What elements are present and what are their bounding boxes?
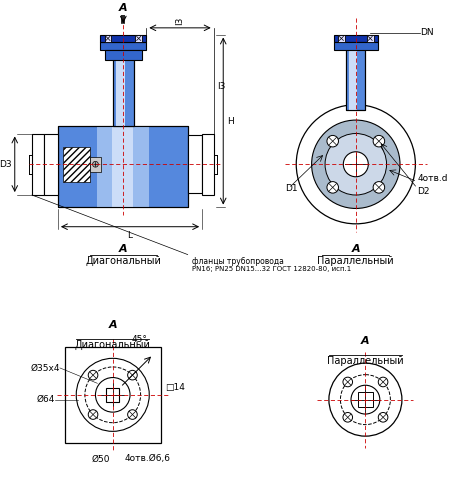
Bar [89,157,101,172]
Circle shape [92,162,98,167]
Circle shape [377,412,387,422]
Text: Ø50: Ø50 [92,454,110,464]
Bar [366,35,373,42]
Circle shape [326,182,338,193]
Text: l3: l3 [217,82,226,91]
Text: DN: DN [419,28,433,37]
Bar [115,50,125,126]
Bar [112,50,133,126]
Circle shape [326,135,338,147]
Bar [64,347,161,443]
Circle shape [377,377,387,387]
Text: A: A [108,320,117,329]
Bar [32,134,43,195]
Bar [106,388,119,402]
Text: A: A [360,336,369,346]
Bar [100,35,146,42]
Bar [104,35,111,42]
Text: 45°: 45° [131,335,147,344]
Text: 4отв.d: 4отв.d [416,174,447,183]
Circle shape [88,410,97,419]
Bar [100,42,146,50]
Text: Диагональный: Диагональный [75,340,150,350]
Circle shape [295,105,414,224]
Text: A: A [119,3,127,14]
Bar [333,42,377,50]
Text: Диагональный: Диагональный [85,256,161,265]
Text: L: L [127,230,132,240]
Circle shape [373,182,384,193]
Bar [58,126,187,207]
Bar [348,42,356,109]
Circle shape [342,412,352,422]
Circle shape [343,152,368,177]
Bar [112,126,133,207]
Text: Ø35x4: Ø35x4 [30,364,60,372]
Text: Параллельный: Параллельный [317,256,393,265]
Bar [202,134,213,195]
Bar [63,147,89,182]
Circle shape [127,410,137,419]
Text: Параллельный: Параллельный [327,356,403,366]
Circle shape [88,370,97,380]
Bar [43,134,58,195]
Bar [112,50,133,126]
Text: Ø64: Ø64 [37,395,55,404]
Bar [333,35,377,42]
Bar [135,35,142,42]
Text: D3: D3 [0,160,12,169]
Bar [357,392,372,407]
Bar [187,136,202,193]
Circle shape [342,377,352,387]
Bar [337,35,344,42]
Bar [345,42,364,109]
Bar [345,42,364,109]
Text: D1: D1 [284,184,297,193]
Text: □14: □14 [165,383,185,392]
Bar [97,126,148,207]
Circle shape [311,120,399,208]
Bar [105,50,141,60]
Text: l3: l3 [175,17,184,25]
Text: 4отв.Ø6,6: 4отв.Ø6,6 [124,454,170,464]
Text: A: A [351,244,359,254]
Bar [58,126,187,207]
Text: H: H [226,117,233,125]
Circle shape [373,135,384,147]
Text: A: A [119,244,127,254]
Text: фланцы трубопровода: фланцы трубопровода [192,258,284,266]
Circle shape [324,134,386,195]
Circle shape [127,370,137,380]
Text: PN16; PN25 DN15...32 ГОСТ 12820-80, исп.1: PN16; PN25 DN15...32 ГОСТ 12820-80, исп.… [192,266,351,272]
Text: D2: D2 [416,187,429,196]
